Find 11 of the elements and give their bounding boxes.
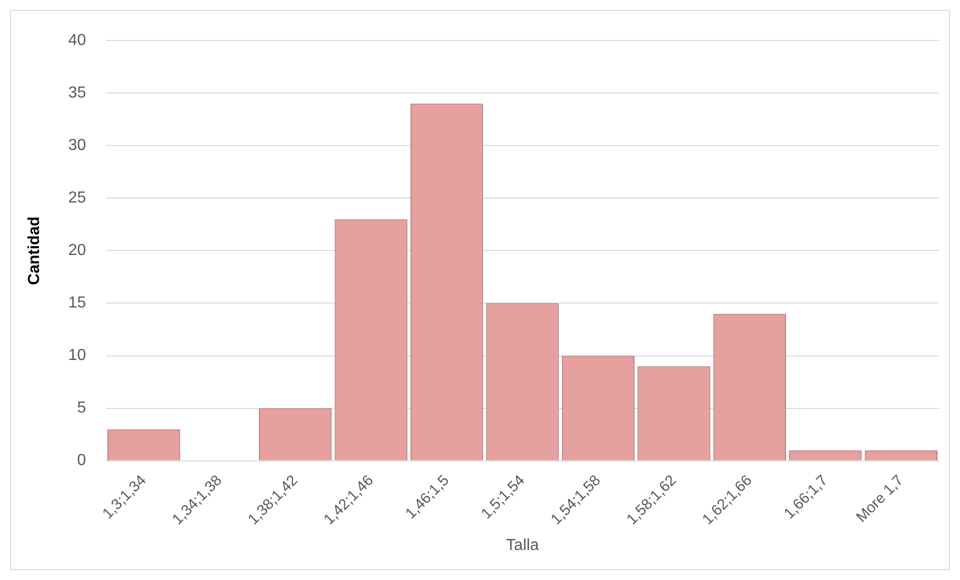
x-axis-title: Talla — [506, 536, 540, 554]
y-tick-label: 5 — [77, 400, 86, 417]
y-tick-label: 30 — [68, 137, 86, 154]
y-tick-label: 20 — [68, 242, 86, 260]
y-tick-label: 35 — [68, 84, 86, 102]
y-tick-label: 0 — [77, 452, 86, 470]
y-axis-title: Cantidad — [26, 216, 44, 285]
y-tick-label: 25 — [68, 190, 86, 207]
y-tick-label: 15 — [68, 294, 86, 312]
y-tick-label: 10 — [68, 347, 86, 364]
y-tick-label: 40 — [68, 32, 86, 50]
